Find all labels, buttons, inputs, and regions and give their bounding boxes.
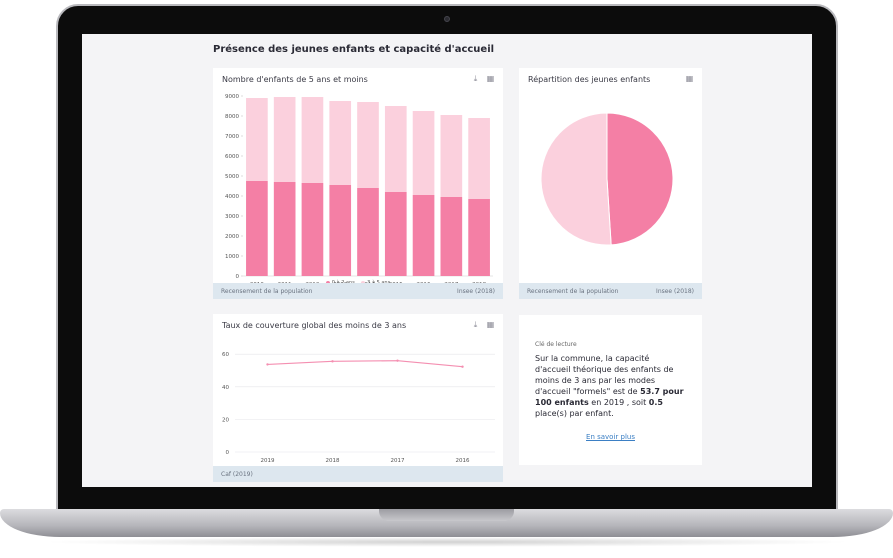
- pie-footer-source: Recensement de la population: [527, 287, 619, 295]
- pie-chart-card: Répartition des jeunes enfants ▦ Recense…: [519, 68, 702, 299]
- y-tick-label: 5000: [225, 174, 239, 180]
- bar-chart: 0100020003000400050006000700080009000201…: [225, 94, 493, 288]
- bar-0-2-ans: [329, 185, 352, 276]
- key-text-2: en 2019 , soit: [588, 398, 649, 407]
- pie-chart-title: Répartition des jeunes enfants: [528, 75, 651, 84]
- y-tick-label: 9000: [225, 94, 239, 100]
- bar-3-5-ans: [301, 97, 324, 183]
- key-label: Clé de lecture: [535, 341, 577, 348]
- line-chart: 0 20 40 60 2019 2018 2017 2016: [222, 352, 495, 464]
- key-text-3: place(s) par enfant.: [535, 409, 614, 418]
- x-tick-label: 2017: [391, 458, 405, 464]
- screen: Présence des jeunes enfants et capacité …: [82, 34, 812, 487]
- bar-0-2-ans: [357, 188, 379, 276]
- pie-slice: [540, 112, 612, 246]
- y-tick-label: 1000: [225, 254, 239, 260]
- line-point: [331, 360, 334, 363]
- x-tick-label: 2019: [261, 458, 275, 464]
- bar-3-5-ans: [273, 97, 296, 182]
- x-tick-label: 2016: [456, 458, 470, 464]
- y-tick-label: 20: [222, 417, 229, 423]
- line-card-footer: Caf (2019): [213, 466, 503, 482]
- y-tick-label: 6000: [225, 154, 239, 160]
- download-icon[interactable]: ⤓: [473, 320, 478, 329]
- camera-icon: [444, 16, 450, 22]
- bar-3-5-ans: [468, 118, 490, 199]
- bar-footer-credit: Insee (2018): [457, 287, 495, 295]
- bar-0-2-ans: [246, 181, 268, 276]
- y-tick-label: 2000: [225, 234, 239, 240]
- bar-card-footer: Recensement de la population Insee (2018…: [213, 283, 503, 299]
- key-bold-1: 53.7 pour 100 enfants: [535, 387, 684, 407]
- bar-3-5-ans: [246, 98, 268, 181]
- bar-0-2-ans: [468, 199, 490, 276]
- y-tick-label: 7000: [225, 134, 239, 140]
- bar-0-2-ans: [384, 192, 407, 276]
- key-text: Sur la commune, la capacité d'accueil th…: [535, 353, 685, 419]
- image-icon[interactable]: ▦: [685, 74, 694, 83]
- x-tick-label: 2018: [326, 458, 340, 464]
- learn-more-link[interactable]: En savoir plus: [586, 433, 635, 441]
- bar-3-5-ans: [440, 115, 463, 197]
- download-icon[interactable]: ⤓: [473, 74, 478, 83]
- bar-0-2-ans: [273, 182, 296, 276]
- line-footer-source: Caf (2019): [221, 470, 253, 478]
- y-tick-label: 40: [222, 385, 229, 391]
- laptop-notch: [379, 509, 514, 521]
- bar-0-2-ans: [440, 197, 463, 276]
- y-tick-label: 4000: [225, 194, 239, 200]
- image-icon[interactable]: ▦: [486, 74, 495, 83]
- y-tick-label: 3000: [225, 214, 239, 220]
- pie-card-footer: Recensement de la population Insee (2018…: [519, 283, 702, 299]
- key-bold-2: 0.5: [648, 398, 663, 407]
- bar-3-5-ans: [412, 111, 435, 195]
- page-title: Présence des jeunes enfants et capacité …: [213, 44, 495, 55]
- pie-slice: [606, 112, 674, 246]
- image-icon[interactable]: ▦: [486, 320, 495, 329]
- y-tick-label: 60: [222, 352, 229, 358]
- bar-3-5-ans: [329, 101, 352, 185]
- bar-3-5-ans: [357, 102, 379, 188]
- y-tick-label: 0: [236, 274, 240, 280]
- line-chart-title: Taux de couverture global des moins de 3…: [222, 321, 407, 330]
- line-chart-card: Taux de couverture global des moins de 3…: [213, 314, 503, 482]
- bar-3-5-ans: [384, 106, 407, 192]
- bar-chart-card: Nombre d'enfants de 5 ans et moins ⤓ ▦ 0…: [213, 68, 503, 299]
- y-tick-label: 8000: [225, 114, 239, 120]
- key-card: Clé de lecture Sur la commune, la capaci…: [519, 315, 702, 465]
- bar-chart-title: Nombre d'enfants de 5 ans et moins: [222, 75, 368, 84]
- pie-chart: [540, 112, 674, 246]
- line-point: [461, 365, 464, 368]
- laptop-shadow: [40, 537, 853, 547]
- coverage-line: [267, 360, 463, 368]
- bar-0-2-ans: [301, 183, 324, 276]
- pie-footer-credit: Insee (2018): [656, 287, 694, 295]
- line-point: [266, 363, 269, 366]
- bar-footer-source: Recensement de la population: [221, 287, 313, 295]
- key-text-1: Sur la commune, la capacité d'accueil th…: [535, 354, 674, 396]
- bar-0-2-ans: [412, 195, 435, 276]
- y-tick-label: 0: [226, 450, 230, 456]
- line-point: [396, 359, 399, 362]
